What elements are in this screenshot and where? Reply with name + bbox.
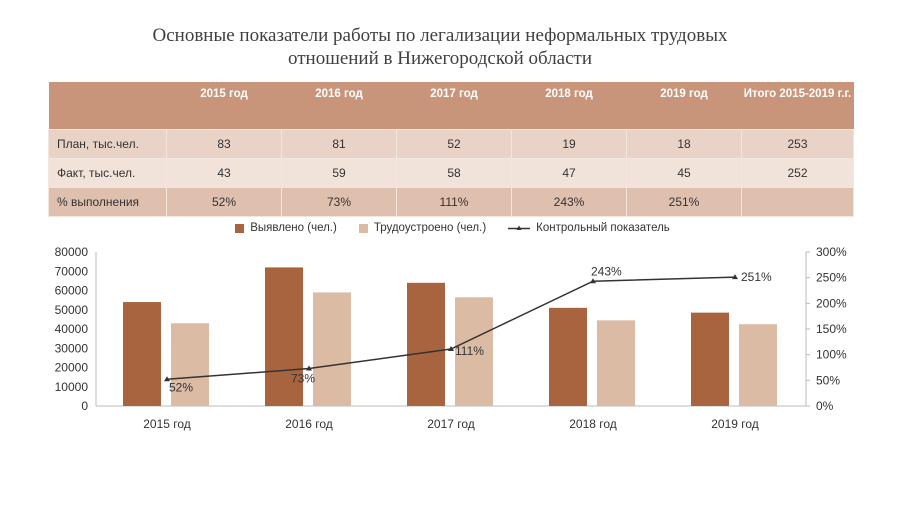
table-cell: 73% xyxy=(281,187,397,217)
y-tick-label: 60000 xyxy=(55,284,89,298)
legend-item: Контрольный показатель xyxy=(508,222,670,234)
x-tick-label: 2018 год xyxy=(569,417,617,431)
table-cell xyxy=(741,187,854,217)
line-point xyxy=(732,274,738,280)
legend-line-icon xyxy=(508,225,531,230)
line-point xyxy=(164,376,170,382)
bar-vyyavleno xyxy=(691,312,729,406)
header-cell: Итого 2015-2019 г.г. xyxy=(741,82,854,130)
x-tick-label: 2015 год xyxy=(143,417,191,431)
bar-trudoustroeno xyxy=(455,297,493,406)
x-tick-label: 2017 год xyxy=(427,417,475,431)
y2-tick-label: 150% xyxy=(816,322,847,336)
table-cell: 45 xyxy=(626,158,742,188)
y2-tick-label: 250% xyxy=(816,271,847,285)
y-tick-label: 40000 xyxy=(55,322,89,336)
bar-vyyavleno xyxy=(549,307,587,406)
table-header-row: 2015 год 2016 год 2017 год 2018 год 2019… xyxy=(48,82,854,130)
table-cell: 243% xyxy=(511,187,627,217)
bar-trudoustroeno xyxy=(171,323,209,406)
table-cell: 18 xyxy=(626,129,742,159)
control-line xyxy=(166,276,736,381)
y2-tick-label: 100% xyxy=(816,348,847,362)
table-cell: 47 xyxy=(511,158,627,188)
title-line-2: отношений в Нижегородской области xyxy=(287,48,593,69)
table-cell: 253 xyxy=(741,129,854,159)
legend-label: Выявлено (чел.) xyxy=(250,222,337,234)
table-cell: 52% xyxy=(166,187,282,217)
y2-tick-label: 50% xyxy=(816,373,840,387)
legend-label: Трудоустроено (чел.) xyxy=(373,222,487,234)
data-label: 251% xyxy=(741,270,772,284)
y-tick-label: 0 xyxy=(81,399,88,413)
line-point xyxy=(306,365,312,371)
line-point xyxy=(590,278,596,284)
bar-trudoustroeno xyxy=(313,292,351,406)
x-tick-label: 2016 год xyxy=(285,417,333,431)
chart-legend: Выявлено (чел.) Трудоустроено (чел.) Кон… xyxy=(0,222,905,234)
title-line-1: Основные показатели работы по легализаци… xyxy=(152,25,728,46)
y2-tick-label: 300% xyxy=(816,245,847,259)
data-label: 73% xyxy=(291,372,315,386)
y-tick-label: 10000 xyxy=(55,380,89,394)
table-cell: 111% xyxy=(396,187,512,217)
table-cell: 43 xyxy=(166,158,282,188)
table-cell: 251% xyxy=(626,187,742,217)
table-cell: 58 xyxy=(396,158,512,188)
page-title: Основные показатели работы по легализаци… xyxy=(100,24,780,70)
header-cell xyxy=(48,82,167,130)
indicators-table: 2015 год 2016 год 2017 год 2018 год 2019… xyxy=(48,82,854,217)
y2-tick-label: 0% xyxy=(816,399,834,413)
bar-vyyavleno xyxy=(265,267,303,406)
row-label: % выполнения xyxy=(48,187,167,217)
header-cell: 2016 год xyxy=(281,82,397,130)
table-cell: 52 xyxy=(396,129,512,159)
legend-item: Выявлено (чел.) xyxy=(235,222,337,234)
table-cell: 19 xyxy=(511,129,627,159)
table-row: План, тыс.чел. 83 81 52 19 18 253 xyxy=(48,129,854,159)
bar-trudoustroeno xyxy=(597,320,635,406)
y-tick-label: 50000 xyxy=(55,303,89,317)
data-label: 111% xyxy=(455,344,484,358)
y2-tick-label: 200% xyxy=(816,296,847,310)
header-cell: 2015 год xyxy=(166,82,282,130)
legend-item: Трудоустроено (чел.) xyxy=(358,222,487,234)
header-cell: 2018 год xyxy=(511,82,627,130)
data-label: 52% xyxy=(169,380,193,394)
y-tick-label: 70000 xyxy=(55,264,89,278)
header-cell: 2017 год xyxy=(396,82,512,130)
bar-trudoustroeno xyxy=(739,324,777,406)
y-tick-label: 20000 xyxy=(55,361,89,375)
data-label: 243% xyxy=(591,264,622,278)
header-cell: 2019 год xyxy=(626,82,742,130)
y-tick-label: 30000 xyxy=(55,341,89,355)
table-cell: 252 xyxy=(741,158,854,188)
legend-label: Контрольный показатель xyxy=(536,222,670,234)
y-tick-label: 80000 xyxy=(55,245,89,259)
x-tick-label: 2019 год xyxy=(711,417,759,431)
bar-vyyavleno xyxy=(123,302,161,406)
line-point xyxy=(448,346,454,352)
legend-swatch xyxy=(358,223,368,233)
bar-vyyavleno xyxy=(407,282,445,406)
row-label: Факт, тыс.чел. xyxy=(48,158,167,188)
table-row: % выполнения 52% 73% 111% 243% 251% xyxy=(48,187,854,217)
legend-swatch xyxy=(235,223,245,233)
